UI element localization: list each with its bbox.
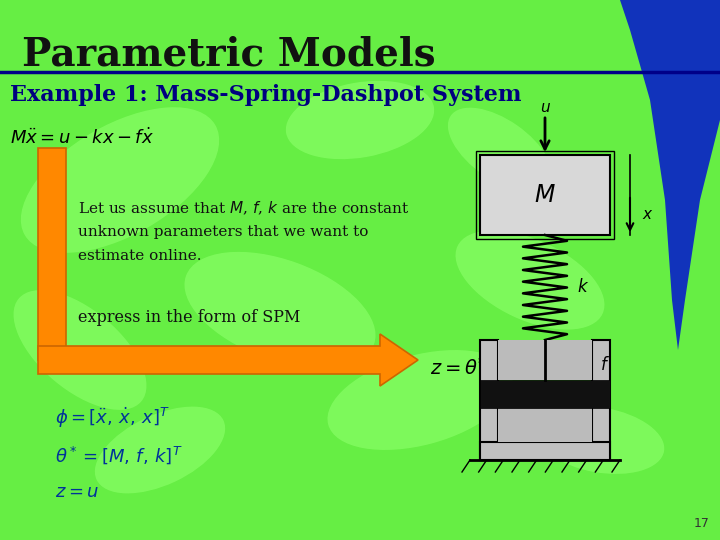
- Text: 17: 17: [694, 517, 710, 530]
- FancyArrow shape: [38, 334, 418, 386]
- Text: express in the form of SPM: express in the form of SPM: [78, 309, 300, 327]
- Text: $z = \theta^{*T}\phi$: $z = \theta^{*T}\phi$: [430, 355, 508, 381]
- Bar: [498, 340, 592, 380]
- Text: $x$: $x$: [642, 208, 654, 222]
- Ellipse shape: [21, 107, 219, 253]
- Text: $M\ddot{x} = u - kx - f\dot{x}$: $M\ddot{x} = u - kx - f\dot{x}$: [10, 128, 154, 148]
- Ellipse shape: [14, 290, 146, 410]
- Text: $\phi = [\ddot{x},\, \dot{x},\, x]^T$: $\phi = [\ddot{x},\, \dot{x},\, x]^T$: [55, 406, 170, 430]
- Text: Parametric Models: Parametric Models: [22, 36, 436, 74]
- Ellipse shape: [95, 407, 225, 494]
- Ellipse shape: [184, 252, 376, 368]
- Text: unknown parameters that we want to: unknown parameters that we want to: [78, 225, 369, 239]
- Bar: [498, 408, 592, 442]
- Text: estimate online.: estimate online.: [78, 249, 202, 263]
- Bar: [592, 340, 610, 460]
- Text: $z = u$: $z = u$: [55, 483, 99, 501]
- Text: $u$: $u$: [539, 101, 551, 115]
- Bar: [476, 151, 614, 239]
- Text: Example 1: Mass-Spring-Dashpot System: Example 1: Mass-Spring-Dashpot System: [10, 84, 521, 106]
- Ellipse shape: [448, 107, 552, 192]
- Ellipse shape: [456, 231, 605, 329]
- Text: $\theta^* = [M,\, f,\, k]^T$: $\theta^* = [M,\, f,\, k]^T$: [55, 444, 183, 466]
- Polygon shape: [620, 0, 720, 350]
- Text: $k$: $k$: [577, 279, 589, 296]
- Text: $f$: $f$: [600, 356, 610, 374]
- Ellipse shape: [536, 406, 665, 474]
- Bar: [480, 442, 610, 460]
- Ellipse shape: [328, 350, 513, 450]
- Text: $M$: $M$: [534, 183, 556, 207]
- Bar: [480, 155, 610, 235]
- Bar: [480, 380, 610, 408]
- Text: Let us assume that $M$, $f$, $k$ are the constant: Let us assume that $M$, $f$, $k$ are the…: [78, 199, 410, 217]
- Bar: [38, 148, 66, 360]
- Bar: [480, 340, 498, 460]
- Ellipse shape: [286, 81, 434, 159]
